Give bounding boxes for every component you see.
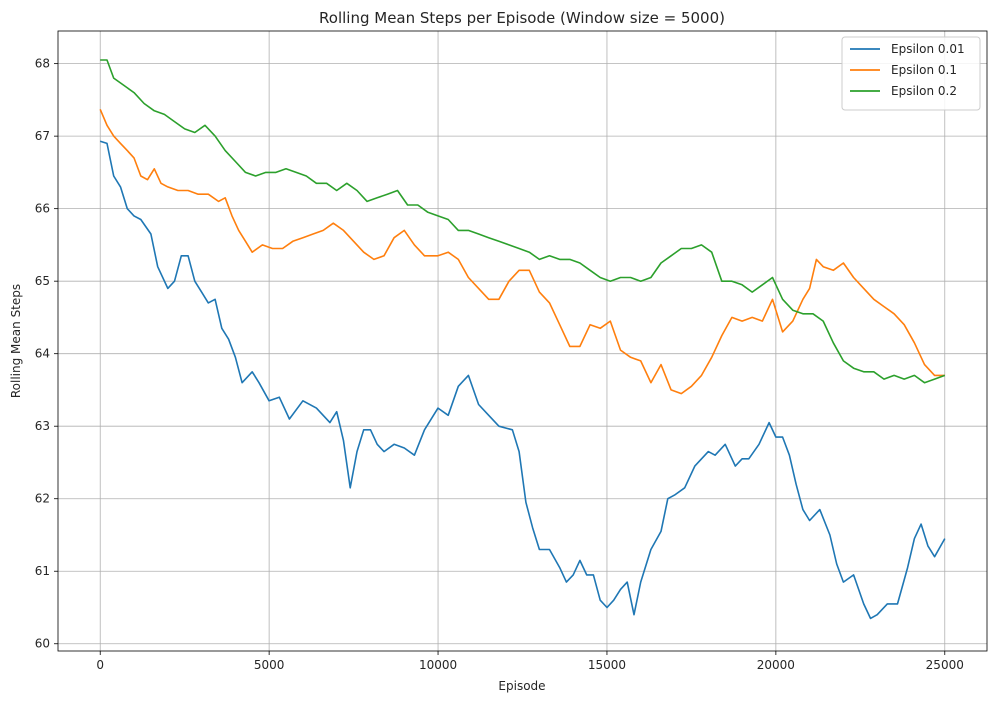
x-tick-label: 10000 bbox=[419, 658, 457, 672]
x-axis-label: Episode bbox=[498, 679, 545, 693]
legend-label-3: Epsilon 0.2 bbox=[891, 84, 957, 98]
y-tick-label: 62 bbox=[35, 492, 50, 506]
legend-label-1: Epsilon 0.01 bbox=[891, 42, 965, 56]
y-tick-label: 63 bbox=[35, 419, 50, 433]
x-tick-label: 0 bbox=[96, 658, 104, 672]
y-tick-label: 66 bbox=[35, 202, 50, 216]
y-axis-ticks: 60 61 62 63 64 65 66 67 68 bbox=[35, 57, 58, 651]
series-line-1 bbox=[99, 140, 946, 620]
x-axis-ticks: 0 5000 10000 15000 20000 25000 bbox=[96, 651, 964, 672]
y-tick-label: 68 bbox=[35, 57, 50, 71]
chart-title: Rolling Mean Steps per Episode (Window s… bbox=[319, 9, 725, 27]
x-tick-label: 5000 bbox=[254, 658, 285, 672]
legend-label-2: Epsilon 0.1 bbox=[891, 63, 957, 77]
series-layer bbox=[99, 59, 946, 620]
x-tick-label: 15000 bbox=[588, 658, 626, 672]
x-tick-label: 25000 bbox=[926, 658, 964, 672]
y-tick-label: 67 bbox=[35, 129, 50, 143]
legend: Epsilon 0.01 Epsilon 0.1 Epsilon 0.2 bbox=[841, 36, 981, 111]
y-tick-label: 65 bbox=[35, 274, 50, 288]
plot-frame bbox=[57, 30, 988, 652]
y-tick-label: 64 bbox=[35, 347, 50, 361]
y-axis-label: Rolling Mean Steps bbox=[9, 284, 23, 398]
gridlines bbox=[58, 31, 987, 651]
series-line-2 bbox=[99, 108, 945, 395]
y-tick-label: 61 bbox=[35, 564, 50, 578]
series-line-3 bbox=[100, 59, 946, 384]
y-tick-label: 60 bbox=[35, 637, 50, 651]
x-tick-label: 20000 bbox=[757, 658, 795, 672]
